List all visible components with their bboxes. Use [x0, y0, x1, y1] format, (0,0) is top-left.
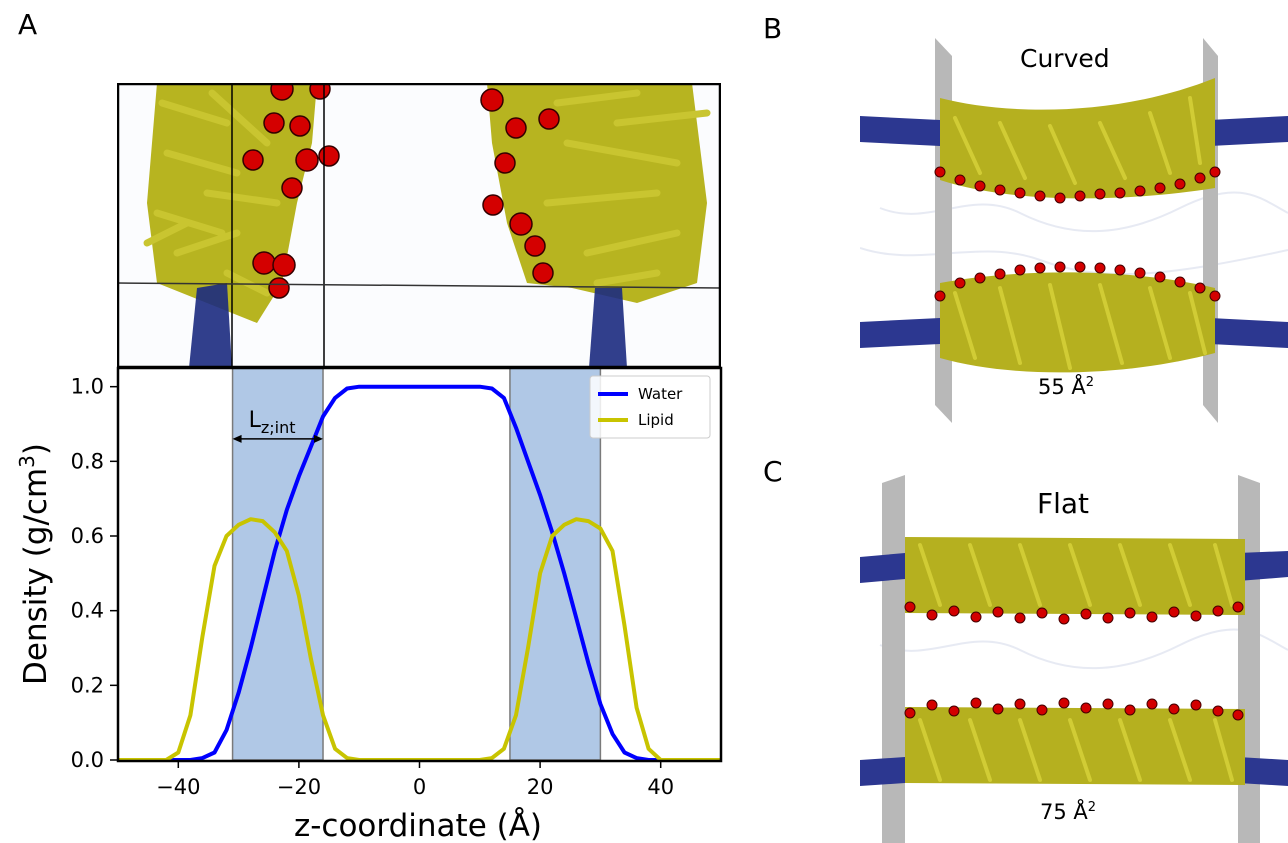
y-tick-label: 0.0	[71, 748, 104, 772]
flat-area-exponent: 2	[1087, 800, 1097, 815]
right-lipid-cluster	[480, 83, 711, 368]
box-wall-left	[882, 475, 905, 843]
panel-label-a: A	[18, 8, 38, 41]
series-line-lipid	[118, 517, 721, 762]
legend-label-lipid: Lipid	[638, 411, 674, 429]
x-axis-label: z-coordinate (Å)	[294, 808, 542, 843]
box-wall-left	[935, 38, 952, 423]
x-tick-label: −40	[156, 775, 200, 799]
y-tick-label: 0.8	[71, 449, 104, 473]
panel-label-b: B	[763, 12, 783, 45]
x-tick-label: −20	[277, 775, 321, 799]
guide-line-horizontal	[117, 282, 721, 289]
snapshot-curved	[860, 38, 1288, 423]
lower-leaflet-flat	[860, 697, 1288, 786]
snapshot-flat	[860, 475, 1288, 843]
y-tick-label: 0.4	[71, 599, 104, 623]
snapshot-top-a	[117, 83, 721, 368]
annotation-arrowhead-right	[314, 434, 324, 443]
y-tick-label: 0.6	[71, 524, 104, 548]
flat-title: Flat	[1037, 487, 1090, 520]
interface-band-0	[231, 367, 324, 761]
lower-leaflet-curved	[860, 261, 1288, 373]
x-tick-label: 20	[527, 775, 554, 799]
x-tick-label: 0	[413, 775, 426, 799]
flat-area-value: 75 Å	[1040, 800, 1088, 824]
curved-area-exponent: 2	[1085, 375, 1095, 390]
legend-box	[589, 375, 711, 439]
curved-area-value: 55 Å	[1038, 375, 1086, 399]
y-axis-label: Density (g/cm3)	[15, 443, 54, 685]
interface-band-1	[509, 367, 602, 761]
annotation-arrowhead-left	[232, 434, 242, 443]
curved-title: Curved	[1020, 44, 1110, 73]
upper-leaflet-flat	[860, 537, 1288, 625]
series-line-water	[118, 384, 721, 762]
x-tick-label: 40	[647, 775, 674, 799]
upper-leaflet-curved	[860, 78, 1288, 204]
density-chart: −40 −20 0 20 40 0.0 0.2 0.4 0.6 0.8 1.0 Lz;int Wa…	[15, 366, 723, 843]
panel-label-c: C	[763, 455, 783, 488]
curved-area-label: 55 Å2	[1038, 375, 1094, 399]
y-tick-label: 0.2	[71, 673, 104, 697]
y-tick-label: 1.0	[71, 375, 104, 399]
flat-area-label: 75 Å2	[1040, 800, 1096, 824]
box-wall-right	[1238, 475, 1260, 843]
legend-label-water: Water	[638, 385, 683, 403]
annotation-label: Lz;int	[249, 408, 296, 437]
